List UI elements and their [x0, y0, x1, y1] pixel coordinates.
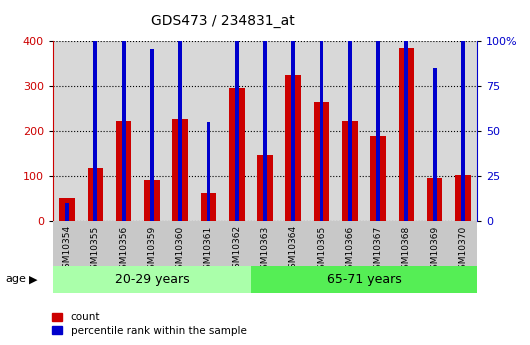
Bar — [144, 179, 160, 221]
Bar — [376, 0, 380, 221]
Bar — [320, 0, 323, 221]
Text: 20-29 years: 20-29 years — [114, 273, 189, 286]
Bar — [59, 198, 75, 221]
Bar — [427, 178, 443, 221]
Text: GSM10355: GSM10355 — [91, 225, 100, 275]
Bar — [455, 175, 471, 221]
Text: GSM10365: GSM10365 — [317, 225, 326, 275]
Text: GSM10369: GSM10369 — [430, 225, 439, 275]
Bar — [207, 122, 210, 221]
Bar — [263, 0, 267, 221]
Bar — [122, 0, 126, 221]
Legend: count, percentile rank within the sample: count, percentile rank within the sample — [48, 308, 251, 340]
Text: GSM10360: GSM10360 — [176, 225, 184, 275]
Bar — [342, 121, 358, 221]
Bar — [87, 168, 103, 221]
Bar — [370, 136, 386, 221]
Bar — [399, 48, 414, 221]
Text: GSM10366: GSM10366 — [346, 225, 354, 275]
Bar — [116, 121, 131, 221]
Text: ▶: ▶ — [29, 275, 38, 284]
Text: GDS473 / 234831_at: GDS473 / 234831_at — [151, 14, 295, 28]
Bar — [93, 41, 98, 221]
Bar — [314, 102, 329, 221]
Bar — [178, 0, 182, 221]
Text: GSM10367: GSM10367 — [374, 225, 383, 275]
Text: GSM10354: GSM10354 — [63, 225, 72, 274]
Bar — [461, 36, 465, 221]
Text: GSM10368: GSM10368 — [402, 225, 411, 275]
Text: GSM10363: GSM10363 — [261, 225, 269, 275]
Bar — [286, 75, 301, 221]
Bar — [201, 193, 216, 221]
Text: GSM10364: GSM10364 — [289, 225, 298, 274]
Bar — [65, 203, 69, 221]
Text: GSM10356: GSM10356 — [119, 225, 128, 275]
Text: GSM10370: GSM10370 — [458, 225, 467, 275]
Bar — [348, 0, 352, 221]
Bar — [292, 0, 295, 221]
Bar — [404, 0, 408, 221]
Bar — [172, 119, 188, 221]
Bar — [235, 0, 238, 221]
Text: GSM10359: GSM10359 — [147, 225, 156, 275]
Bar — [251, 266, 477, 293]
Text: 65-71 years: 65-71 years — [326, 273, 401, 286]
Text: age: age — [5, 275, 26, 284]
Bar — [432, 68, 437, 221]
Bar — [150, 49, 154, 221]
Text: GSM10361: GSM10361 — [204, 225, 213, 275]
Bar — [229, 88, 244, 221]
Bar — [53, 266, 251, 293]
Text: GSM10362: GSM10362 — [232, 225, 241, 274]
Bar — [257, 155, 273, 221]
